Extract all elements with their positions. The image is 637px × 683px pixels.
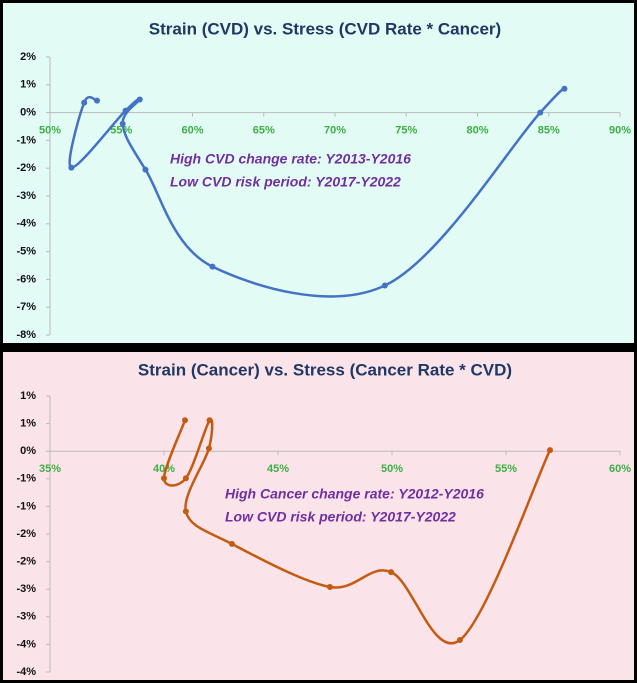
data-point [228,540,235,547]
data-point [206,417,213,424]
y-tick-label: 1% [20,79,36,91]
data-point [561,85,568,92]
x-tick-label: 60% [609,463,631,475]
y-tick-label: 1% [20,418,36,430]
annotation: Low CVD risk period: Y2017-Y2022 [170,174,401,190]
data-point [182,475,189,482]
x-tick-label: 70% [324,125,346,137]
y-tick-label: 0% [20,445,36,457]
data-point [161,475,167,482]
y-tick-label: -6% [16,273,36,285]
y-tick-label: -3% [16,611,36,623]
data-point [81,99,88,106]
y-tick-label: -4% [16,666,36,678]
panel-background [3,3,634,343]
data-point [456,636,463,643]
data-point [205,445,212,452]
x-tick-label: 85% [538,125,560,137]
data-point [122,107,129,114]
x-tick-label: 60% [181,125,203,137]
data-point [136,96,143,103]
x-tick-label: 50% [381,463,403,475]
x-tick-label: 40% [153,463,175,475]
data-point [181,417,188,424]
x-tick-label: 90% [609,125,631,137]
data-point [547,447,554,454]
x-tick-label: 80% [466,125,488,137]
annotation: Low CVD risk period: Y2017-Y2022 [225,509,456,525]
data-point [182,508,189,515]
data-point [326,583,333,590]
y-tick-label: -7% [16,301,36,313]
x-tick-label: 55% [110,125,132,137]
y-tick-label: -1% [16,500,36,512]
x-tick-label: 50% [39,125,61,137]
y-tick-label: 2% [20,51,36,63]
data-point [537,109,544,116]
x-tick-label: 55% [495,463,517,475]
annotation: High CVD change rate: Y2013-Y2016 [170,151,411,167]
x-tick-label: 65% [253,125,275,137]
y-tick-label: -5% [16,246,36,258]
x-tick-label: 45% [267,463,289,475]
data-point [94,97,101,104]
chart-title: Strain (Cancer) vs. Stress (Cancer Rate … [138,360,512,379]
y-tick-label: -3% [16,190,36,202]
x-tick-label: 75% [395,125,417,137]
x-tick-label: 35% [39,463,61,475]
y-tick-label: 1% [20,390,36,402]
y-tick-label: -1% [16,473,36,485]
y-tick-label: -8% [16,329,36,341]
data-point [142,166,149,173]
y-tick-label: 0% [20,107,36,119]
data-point [119,120,126,127]
y-tick-label: -4% [16,218,36,230]
data-point [381,282,388,289]
y-tick-label: -2% [16,528,36,540]
data-point [388,569,395,576]
annotation: High Cancer change rate: Y2012-Y2016 [225,486,484,502]
y-tick-label: -2% [16,162,36,174]
y-tick-label: -3% [16,583,36,595]
y-tick-label: -2% [16,556,36,568]
data-point [209,263,216,270]
data-point [68,164,75,171]
y-tick-label: -1% [16,134,36,146]
y-tick-label: -4% [16,638,36,650]
panel-background [3,352,634,680]
chart-title: Strain (CVD) vs. Stress (CVD Rate * Canc… [149,19,501,38]
